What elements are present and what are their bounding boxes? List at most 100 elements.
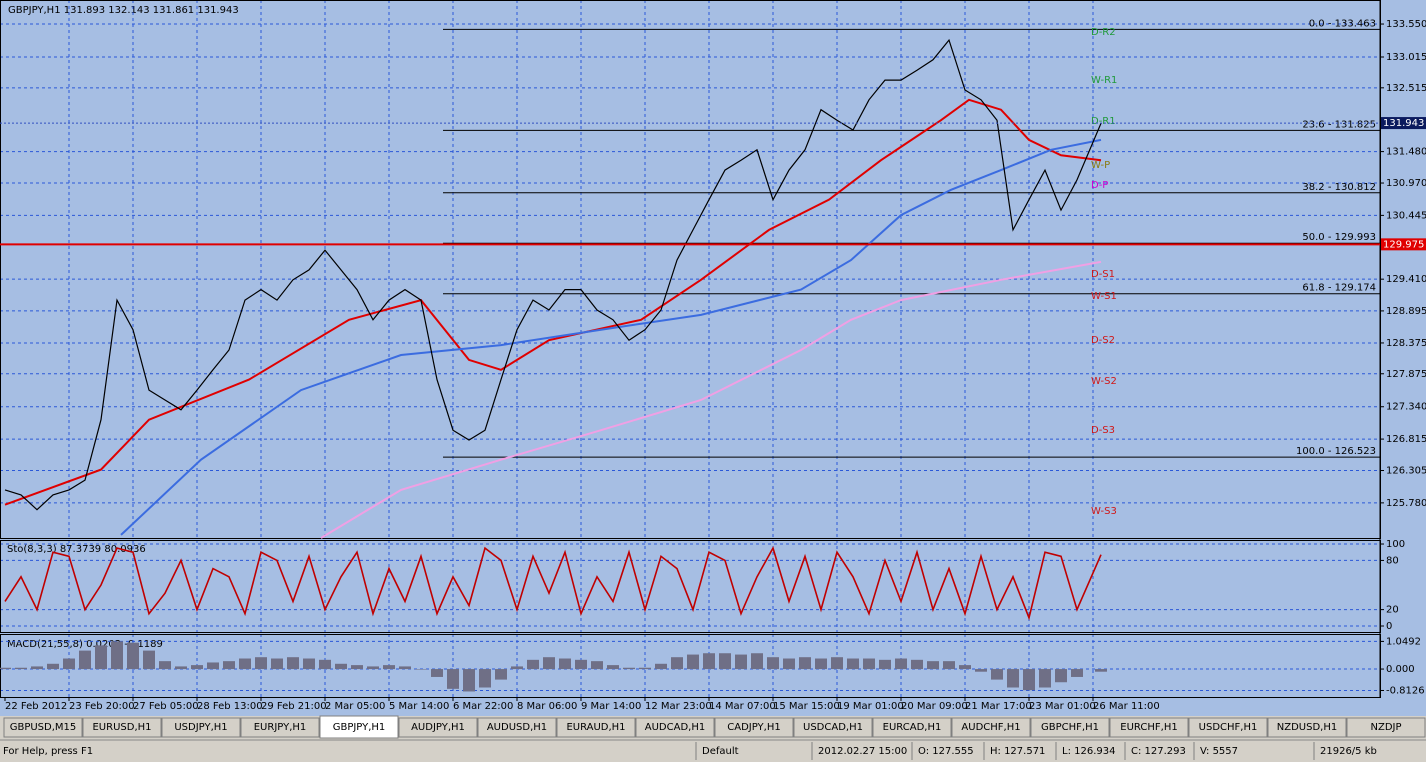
histogram-bar bbox=[143, 650, 155, 670]
symbol-tab-label[interactable]: EURUSD,H1 bbox=[92, 722, 151, 733]
y-tick-label: 128.375 bbox=[1386, 338, 1426, 349]
symbol-tab-label[interactable]: AUDJPY,H1 bbox=[411, 722, 465, 733]
status-field: L: 126.934 bbox=[1062, 746, 1115, 757]
symbol-tab-label[interactable]: USDCHF,H1 bbox=[1199, 722, 1258, 733]
symbol-tab-label[interactable]: NZDJP bbox=[1370, 722, 1401, 733]
symbol-tab[interactable] bbox=[793, 717, 873, 738]
symbol-tab-label[interactable]: EURCHF,H1 bbox=[1120, 722, 1177, 733]
status-field: C: 127.293 bbox=[1131, 746, 1186, 757]
status-field: 2012.02.27 15:00 bbox=[818, 746, 907, 757]
moving-average bbox=[4, 98, 1102, 506]
x-tick-label: 6 Mar 22:00 bbox=[453, 701, 513, 712]
x-tick-label: 23 Feb 20:00 bbox=[69, 701, 135, 712]
histogram-bar bbox=[591, 661, 603, 670]
y-tick-label: 131.480 bbox=[1386, 147, 1426, 158]
symbol-tab-label[interactable]: EURCAD,H1 bbox=[883, 722, 942, 733]
symbol-tab-label[interactable]: GBPJPY,H1 bbox=[333, 722, 386, 733]
histogram-bar bbox=[911, 659, 923, 670]
price-level-box bbox=[1381, 238, 1426, 251]
symbol-tab-label[interactable]: AUDCAD,H1 bbox=[645, 722, 705, 733]
symbol-tab[interactable] bbox=[556, 717, 636, 738]
symbol-tab[interactable] bbox=[398, 717, 478, 738]
pivot-label: D-S2 bbox=[1091, 335, 1115, 346]
symbol-tab[interactable] bbox=[161, 717, 241, 738]
pivot-label: D-S3 bbox=[1091, 425, 1115, 436]
histogram-bar bbox=[927, 661, 939, 670]
y-tick-label: 126.815 bbox=[1386, 434, 1426, 445]
histogram-bar bbox=[495, 669, 507, 680]
status-field: O: 127.555 bbox=[918, 746, 974, 757]
histogram-bar bbox=[815, 658, 827, 670]
symbol-tab[interactable] bbox=[635, 717, 715, 738]
y-tick-label: 133.015 bbox=[1386, 52, 1426, 63]
symbol-tab[interactable] bbox=[477, 717, 557, 738]
macd-title: MACD(21,55,8) 0.0202 -0.1189 bbox=[7, 639, 163, 650]
symbol-tab-label[interactable]: USDCAD,H1 bbox=[803, 722, 863, 733]
histogram-bar bbox=[799, 657, 811, 670]
histogram-bar bbox=[527, 659, 539, 670]
pivot-label: D-S1 bbox=[1091, 269, 1115, 280]
histogram-bar bbox=[735, 654, 747, 670]
x-tick-label: 22 Feb 2012 bbox=[5, 701, 67, 712]
y-tick-label: 128.895 bbox=[1386, 306, 1426, 317]
histogram-bar bbox=[127, 642, 139, 670]
histogram-bar bbox=[383, 665, 395, 670]
symbol-tab-label[interactable]: CADJPY,H1 bbox=[727, 722, 780, 733]
symbol-tab-label[interactable]: GBPUSD,M15 bbox=[10, 722, 77, 733]
symbol-tab-label[interactable]: AUDUSD,H1 bbox=[487, 722, 547, 733]
symbol-tab[interactable] bbox=[1346, 717, 1426, 738]
x-tick-label: 29 Feb 21:00 bbox=[261, 701, 327, 712]
histogram-bar bbox=[703, 653, 715, 670]
x-tick-label: 26 Mar 11:00 bbox=[1093, 701, 1160, 712]
symbol-tab[interactable] bbox=[951, 717, 1031, 738]
symbol-tab-label[interactable]: EURAUD,H1 bbox=[566, 722, 625, 733]
status-field: Default bbox=[702, 746, 739, 757]
histogram-bar bbox=[1071, 669, 1083, 677]
symbol-tab[interactable] bbox=[1109, 717, 1189, 738]
symbol-tab[interactable] bbox=[82, 717, 162, 738]
x-tick-label: 15 Mar 15:00 bbox=[773, 701, 840, 712]
histogram-bar bbox=[895, 658, 907, 670]
symbol-tab-label[interactable]: AUDCHF,H1 bbox=[961, 722, 1020, 733]
histogram-bar bbox=[719, 653, 731, 670]
histogram-bar bbox=[399, 666, 411, 670]
symbol-tab[interactable] bbox=[1030, 717, 1110, 738]
y-tick-label: 0 bbox=[1386, 621, 1392, 632]
y-tick-label: -0.8126 bbox=[1386, 685, 1425, 696]
fib-label: 23.6 - 131.825 bbox=[1302, 119, 1376, 130]
histogram-bar bbox=[575, 659, 587, 670]
histogram-bar bbox=[671, 657, 683, 670]
histogram-bar bbox=[863, 658, 875, 670]
symbol-tab[interactable] bbox=[1267, 717, 1347, 738]
symbol-tab[interactable] bbox=[1188, 717, 1268, 738]
symbol-tab[interactable] bbox=[714, 717, 794, 738]
histogram-bar bbox=[463, 669, 475, 692]
symbol-tab[interactable] bbox=[240, 717, 320, 738]
symbol-tab[interactable] bbox=[319, 715, 399, 739]
histogram-bar bbox=[511, 666, 523, 670]
y-tick-label: 133.550 bbox=[1386, 19, 1426, 30]
symbol-tab-label[interactable]: EURJPY,H1 bbox=[254, 722, 307, 733]
status-field: H: 127.571 bbox=[990, 746, 1045, 757]
histogram-bar bbox=[559, 658, 571, 670]
histogram-bar bbox=[783, 658, 795, 670]
symbol-tab[interactable] bbox=[872, 717, 952, 738]
y-tick-label: 1.0492 bbox=[1386, 636, 1421, 647]
chart-header: GBPJPY,H1 131.893 132.143 131.861 131.94… bbox=[8, 5, 239, 16]
y-tick-label: 0.000 bbox=[1386, 664, 1415, 675]
histogram-bar bbox=[543, 657, 555, 670]
status-field: 21926/5 kb bbox=[1320, 746, 1377, 757]
current-price-box bbox=[1381, 117, 1426, 130]
symbol-tab-label[interactable]: NZDUSD,H1 bbox=[1277, 722, 1337, 733]
y-tick-label: 80 bbox=[1386, 555, 1399, 566]
y-tick-label: 129.410 bbox=[1386, 274, 1426, 285]
symbol-tab-label[interactable]: GBPCHF,H1 bbox=[1041, 722, 1099, 733]
histogram-bar bbox=[31, 666, 43, 670]
histogram-bar bbox=[95, 645, 107, 670]
histogram-bar bbox=[415, 669, 427, 670]
symbol-tab-label[interactable]: USDJPY,H1 bbox=[174, 722, 227, 733]
histogram-bar bbox=[223, 661, 235, 670]
symbol-tab[interactable] bbox=[3, 717, 83, 738]
fib-label: 61.8 - 129.174 bbox=[1302, 283, 1376, 294]
